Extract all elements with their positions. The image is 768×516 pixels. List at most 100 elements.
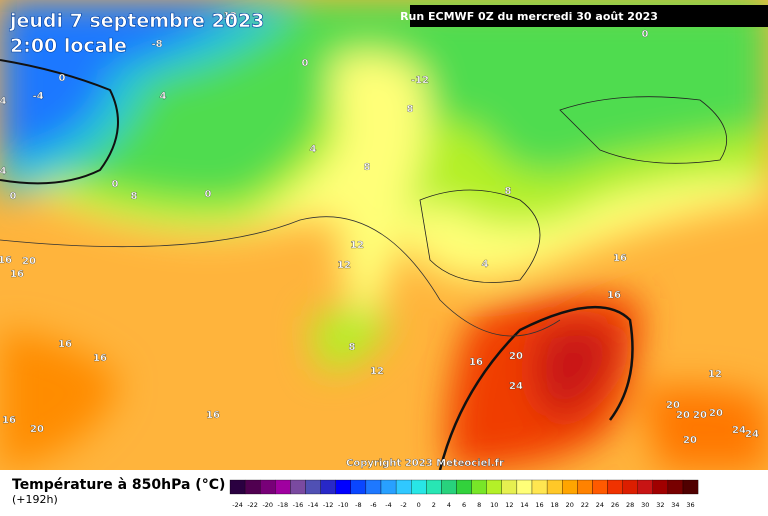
colorbar-label: -24 — [232, 501, 243, 509]
contour-label: 24 — [509, 381, 523, 392]
colorbar-label: 16 — [535, 501, 543, 509]
legend-lead: (+192h) — [12, 493, 58, 506]
colorbar-label: 32 — [656, 501, 664, 509]
colorbar-swatch — [577, 479, 593, 495]
colorbar-swatch — [637, 479, 653, 495]
colorbar-label: 26 — [611, 501, 619, 509]
colorbar-swatch — [335, 479, 351, 495]
contour-label: 24 — [745, 429, 759, 440]
colorbar-label: -14 — [308, 501, 319, 509]
date-title: jeudi 7 septembre 2023 — [9, 10, 264, 32]
contour-label: 20 — [709, 408, 723, 419]
colorbar-label: 10 — [490, 501, 498, 509]
contour-label: -8 — [151, 39, 162, 50]
colorbar-swatch — [486, 479, 502, 495]
colorbar-label: 30 — [641, 501, 649, 509]
contour-label: 24 — [732, 425, 746, 436]
contour-label: 8 — [364, 162, 371, 173]
colorbar-swatch — [350, 479, 367, 495]
contour-label: 16 — [2, 415, 16, 426]
contour-label: 16 — [0, 255, 12, 266]
contour-label: 20 — [30, 424, 44, 435]
contour-label: 12 — [223, 11, 237, 22]
colorbar-label: -16 — [293, 501, 304, 509]
contour-label: 0 — [112, 179, 119, 190]
time-title: 2:00 locale — [10, 35, 127, 57]
contour-label: 0 — [302, 58, 309, 69]
contour-label: 12 — [708, 369, 722, 380]
colorbar-swatch — [501, 479, 518, 495]
colorbar-label: -8 — [355, 501, 361, 509]
colorbar-swatch — [622, 479, 638, 495]
colorbar-label: -4 — [385, 501, 391, 509]
run-text: Run ECMWF 0Z du mercredi 30 août 2023 — [400, 10, 658, 23]
contour-label: 16 — [93, 353, 107, 364]
contour-label: 12 — [350, 240, 364, 251]
colorbar-label: 8 — [477, 501, 481, 509]
colorbar-swatch — [607, 479, 623, 495]
colorbar-swatch — [395, 479, 412, 495]
colorbar-label: 2 — [432, 501, 436, 509]
colorbar-label: -18 — [278, 501, 289, 509]
contour-label: 16 — [58, 339, 72, 350]
colorbar-swatch — [290, 479, 306, 495]
colorbar-label: 12 — [505, 501, 513, 509]
colorbar-label: 0 — [417, 501, 421, 509]
colorbar-label: -12 — [323, 501, 334, 509]
contour-label: 0 — [642, 29, 649, 40]
colorbar-swatch — [667, 479, 684, 495]
colorbar-label: 28 — [626, 501, 634, 509]
colorbar-label: -22 — [247, 501, 258, 509]
colorbar-swatch — [380, 479, 397, 495]
colorbar-swatch — [365, 479, 382, 495]
contour-label: 8 — [131, 191, 138, 202]
contour-label: 16 — [469, 357, 483, 368]
contour-label: -4 — [32, 91, 43, 102]
colorbar-label: 34 — [671, 501, 679, 509]
colorbar-swatch — [320, 479, 336, 495]
colorbar-swatch — [441, 479, 457, 495]
contour-label: 20 — [676, 410, 690, 421]
contour-label: 8 — [349, 342, 356, 353]
colorbar-label: 6 — [462, 501, 466, 509]
colorbar-swatch — [411, 479, 427, 495]
colorbar-swatch — [260, 479, 276, 495]
contour-label: 16 — [607, 290, 621, 301]
legend-title: Température à 850hPa (°C) — [12, 477, 225, 493]
contour-label: 8 — [505, 186, 512, 197]
colorbar-swatch — [244, 479, 261, 495]
colorbar-label: -20 — [262, 501, 273, 509]
colorbar-label: 14 — [520, 501, 528, 509]
contour-label: 16 — [206, 410, 220, 421]
colorbar-swatch — [471, 479, 487, 495]
contour-label: 12 — [337, 260, 351, 271]
contour-label: 12 — [370, 366, 384, 377]
contour-label: 0 — [205, 189, 212, 200]
colorbar-swatch — [426, 479, 442, 495]
contour-label: 20 — [683, 435, 697, 446]
contour-label: 16 — [10, 269, 24, 280]
colorbar-label: 22 — [581, 501, 589, 509]
contour-label: 4 — [160, 91, 167, 102]
contour-label: 4 — [310, 144, 317, 155]
colorbar-swatch — [531, 479, 548, 495]
copyright: Copyright 2023 Meteociel.fr — [346, 458, 504, 469]
temperature-field — [0, 0, 768, 471]
colorbar-swatch — [275, 479, 291, 495]
colorbar-swatch — [562, 479, 578, 495]
contour-label: 0 — [10, 191, 17, 202]
colorbar-label: -2 — [400, 501, 406, 509]
run-box — [410, 5, 768, 27]
colorbar-swatch — [682, 479, 699, 495]
contour-label: 4 — [0, 96, 7, 107]
colorbar-label: 36 — [686, 501, 694, 509]
contour-label: -12 — [411, 75, 429, 86]
colorbar-swatch — [456, 479, 472, 495]
contour-label: 0 — [59, 73, 66, 84]
colorbar-swatch — [652, 479, 669, 495]
colorbar-label: 18 — [551, 501, 559, 509]
colorbar-label: 4 — [447, 501, 451, 509]
colorbar-label: 20 — [566, 501, 574, 509]
contour-label: 16 — [613, 253, 627, 264]
contour-label: 4 — [0, 166, 7, 177]
